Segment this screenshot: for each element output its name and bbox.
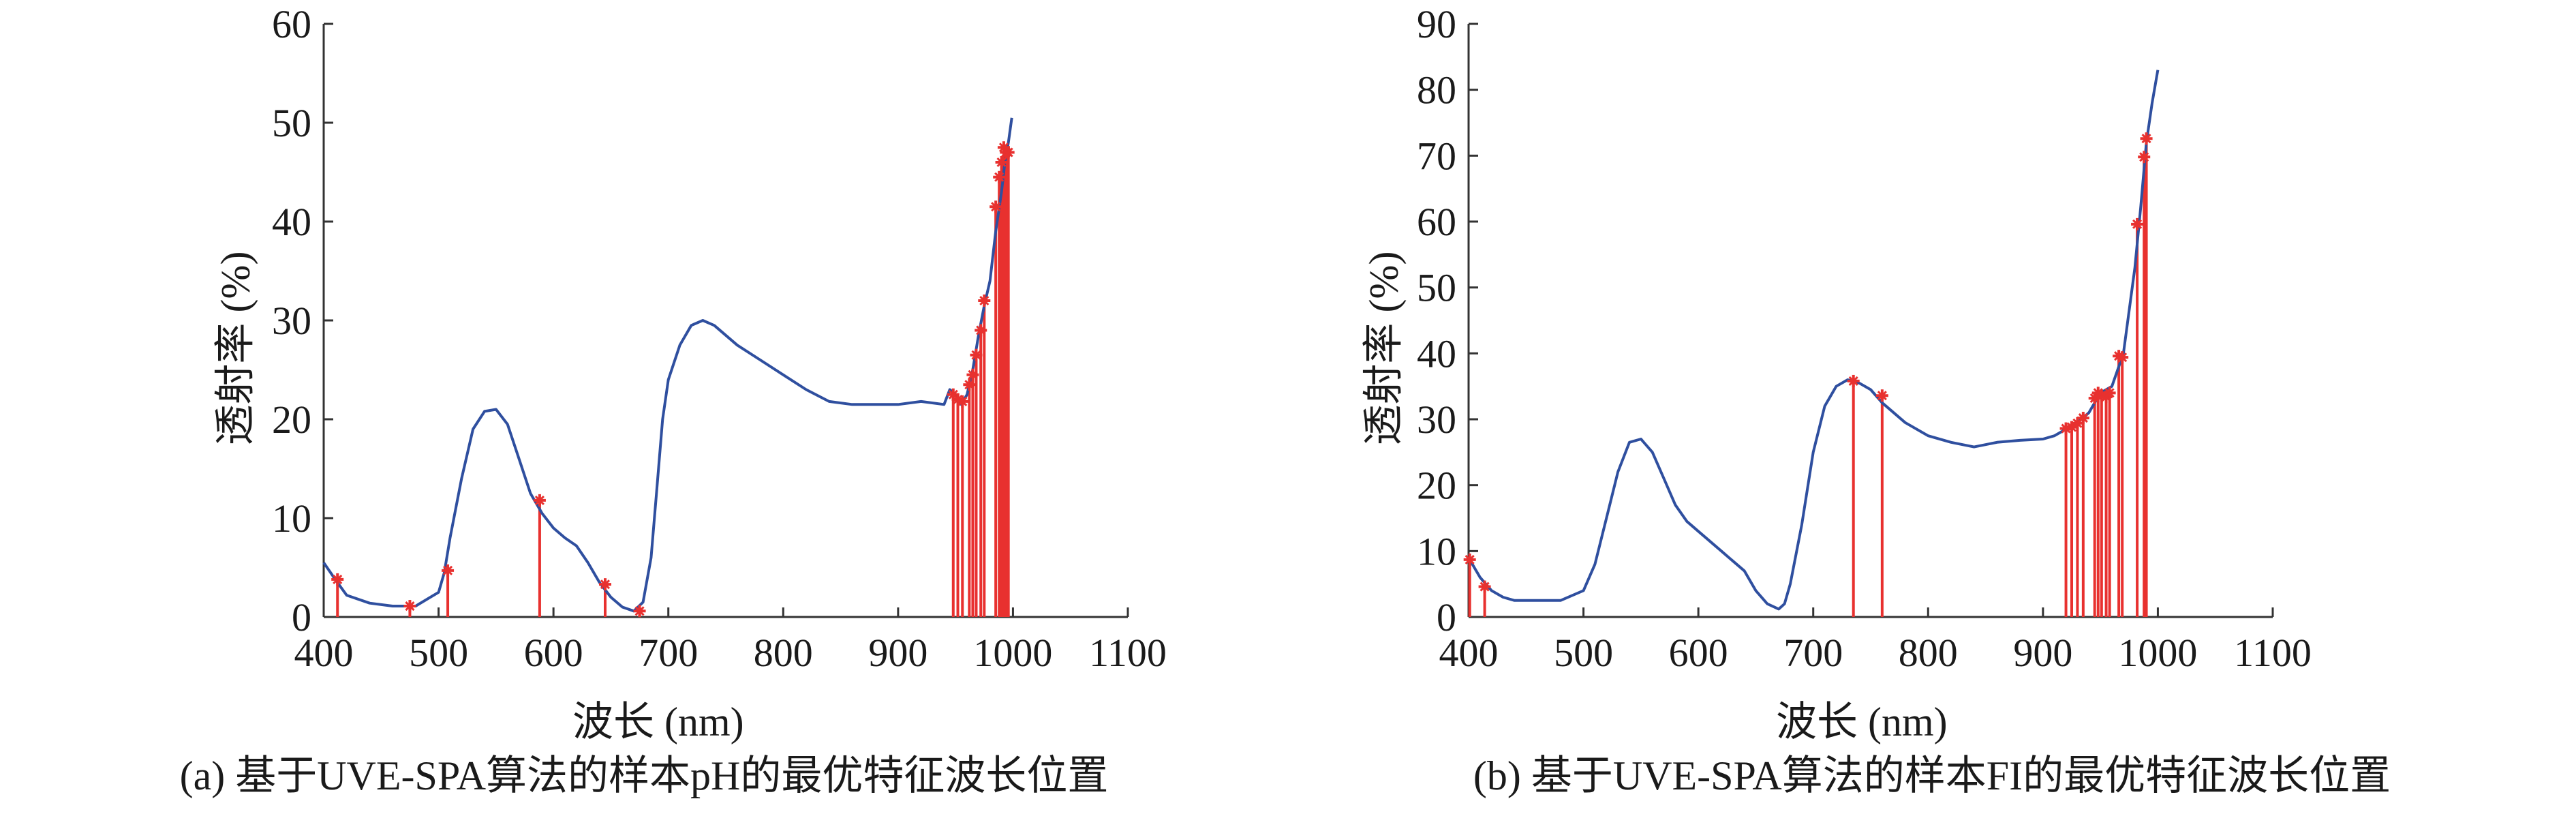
chart-a-selected-marker bbox=[966, 368, 979, 381]
chart-b-selected-marker bbox=[1875, 389, 1888, 402]
chart-a-y-tick-label: 0 bbox=[292, 595, 311, 639]
chart-a-y-tick-label: 20 bbox=[272, 397, 311, 442]
chart-a-selected-marker bbox=[533, 494, 546, 507]
chart-a-plot: 0 10 20 30 40 50 60 400 500 600 700 800 900 1000 1100 bbox=[272, 2, 1167, 675]
chart-b-spectrum-line bbox=[1467, 70, 2160, 611]
chart-b-selected-marker bbox=[1463, 553, 1476, 566]
chart-a-y-tick-label: 40 bbox=[272, 200, 311, 244]
chart-b-y-tick-label: 90 bbox=[1417, 2, 1456, 46]
chart-b-selected-marker bbox=[2103, 387, 2116, 400]
chart-b-x-tick-label: 900 bbox=[2013, 631, 2072, 675]
chart-b-y-tick-label: 10 bbox=[1417, 529, 1456, 573]
chart-a-selected-marker bbox=[599, 578, 611, 591]
chart-a-y-tick-label: 30 bbox=[272, 299, 311, 343]
chart-b-x-tick-label: 1100 bbox=[2234, 631, 2312, 675]
chart-panel-b: 0 10 20 30 40 50 60 70 80 90 400 500 600 700 800 900 100… bbox=[1288, 0, 2576, 814]
chart-a-selected-marker bbox=[331, 573, 344, 586]
chart-b-selected-marker bbox=[2076, 412, 2089, 425]
chart-b-selected-marker bbox=[2140, 132, 2153, 145]
chart-a-y-tick-label: 60 bbox=[272, 2, 311, 46]
chart-a-x-tick-label: 400 bbox=[294, 631, 354, 675]
chart-b-y-tick-label: 80 bbox=[1417, 68, 1456, 112]
chart-panel-a: 0 10 20 30 40 50 60 400 500 600 700 800 900 1000 1100 … bbox=[179, 2, 1167, 798]
chart-a-x-tick-label: 900 bbox=[868, 631, 927, 675]
chart-b-plot: 0 10 20 30 40 50 60 70 80 90 400 500 600 700 800 900 100… bbox=[1417, 2, 2312, 675]
chart-a-y-tick-label: 10 bbox=[272, 496, 311, 541]
chart-a-x-tick-label: 600 bbox=[524, 631, 583, 675]
chart-a-spectrum-line bbox=[322, 117, 1013, 613]
chart-b-caption: (b) 基于UVE-SPA算法的样本FI的最优特征波长位置 bbox=[1473, 753, 2391, 798]
chart-a-x-tick-label: 700 bbox=[639, 631, 698, 675]
chart-b-selected-marker bbox=[2131, 217, 2144, 230]
chart-b-y-tick-label: 30 bbox=[1417, 397, 1456, 442]
chart-b-x-tick-label: 1000 bbox=[2118, 631, 2197, 675]
chart-b-x-tick-label: 800 bbox=[1899, 631, 1958, 675]
chart-a-y-tick-label: 50 bbox=[272, 101, 311, 145]
chart-b-y-tick-label: 20 bbox=[1417, 464, 1456, 508]
chart-a-caption: (a) 基于UVE-SPA算法的样本pH的最优特征波长位置 bbox=[179, 753, 1109, 798]
chart-b-ylabel: 透射率 (%) bbox=[1361, 251, 1407, 446]
chart-a-x-tick-label: 1000 bbox=[973, 631, 1052, 675]
chart-b-selected-marker bbox=[1847, 374, 1860, 387]
chart-a-selected-marker bbox=[963, 378, 976, 391]
chart-a-selected-marker bbox=[956, 395, 969, 408]
chart-a-ylabel: 透射率 (%) bbox=[213, 251, 258, 446]
chart-a-selected-marker bbox=[975, 324, 987, 337]
chart-b-y-tick-label: 0 bbox=[1437, 595, 1456, 639]
chart-b-y-tick-label: 60 bbox=[1417, 200, 1456, 244]
chart-a-selected-marker bbox=[995, 156, 1008, 168]
chart-a-x-tick-label: 1100 bbox=[1089, 631, 1167, 675]
chart-a-selected-marker bbox=[970, 348, 983, 361]
chart-a-x-tick-label: 500 bbox=[409, 631, 468, 675]
chart-b-y-tick-label: 50 bbox=[1417, 266, 1456, 310]
chart-a-selected-marker bbox=[990, 200, 1002, 213]
chart-b-y-tick-label: 70 bbox=[1417, 134, 1456, 178]
chart-b-x-tick-label: 500 bbox=[1554, 631, 1613, 675]
chart-a-selected-marker bbox=[442, 564, 455, 577]
chart-a-x-tick-label: 800 bbox=[754, 631, 813, 675]
chart-a-selected-marker bbox=[633, 605, 646, 618]
chart-b-xlabel: 波长 (nm) bbox=[1776, 699, 1948, 744]
chart-b-x-tick-label: 400 bbox=[1439, 631, 1499, 675]
chart-b-y-tick-label: 40 bbox=[1417, 331, 1456, 376]
chart-b-x-tick-label: 700 bbox=[1783, 631, 1843, 675]
chart-a-selected-marker bbox=[993, 170, 1006, 183]
chart-a-xlabel: 波长 (nm) bbox=[572, 699, 744, 744]
chart-a-selected-marker bbox=[403, 600, 416, 613]
chart-b-x-tick-label: 600 bbox=[1669, 631, 1728, 675]
chart-a-selected-marker bbox=[978, 295, 991, 307]
chart-b-selected-marker bbox=[2138, 151, 2151, 164]
chart-b-selected-marker bbox=[2116, 351, 2129, 364]
chart-a-selected-marker bbox=[1002, 146, 1015, 159]
chart-b-selected-marker bbox=[1478, 580, 1491, 593]
